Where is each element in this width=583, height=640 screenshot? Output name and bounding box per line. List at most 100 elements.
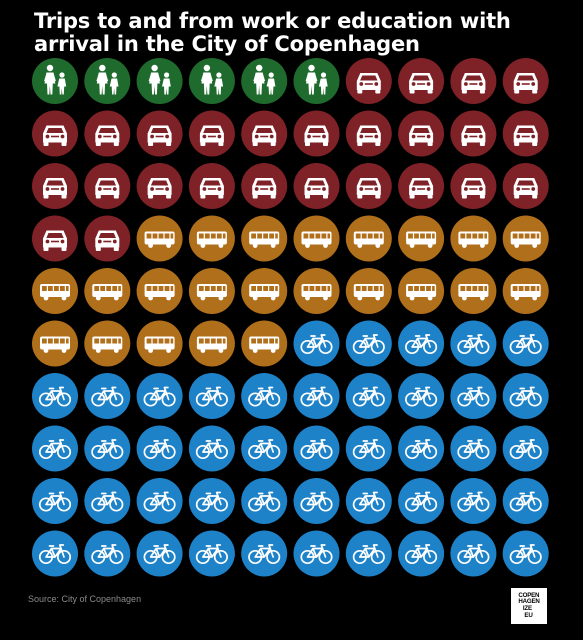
icon-bus-34 bbox=[188, 215, 235, 262]
icon-bike-89 bbox=[450, 478, 497, 524]
icon-bike-99 bbox=[450, 530, 497, 577]
icon-car-20 bbox=[502, 110, 549, 157]
icon-bike-60 bbox=[502, 320, 549, 367]
icon-bike-81 bbox=[32, 478, 78, 524]
icon-bike-90 bbox=[502, 478, 549, 524]
icon-car-11 bbox=[32, 110, 78, 157]
icon-walk-4 bbox=[188, 58, 235, 104]
icon-car-29 bbox=[450, 163, 497, 209]
icon-bike-58 bbox=[398, 320, 445, 367]
icon-bike-95 bbox=[241, 530, 288, 577]
icon-bus-50 bbox=[502, 268, 549, 314]
icon-bike-97 bbox=[345, 530, 392, 577]
icon-walk-2 bbox=[84, 58, 131, 104]
icon-car-24 bbox=[188, 163, 235, 209]
icon-car-21 bbox=[32, 163, 78, 209]
source-note: Source: City of Copenhagen bbox=[28, 594, 142, 604]
icon-bus-53 bbox=[136, 320, 183, 367]
icon-bus-46 bbox=[293, 268, 340, 314]
icon-bike-66 bbox=[293, 373, 340, 419]
icon-bike-73 bbox=[136, 425, 183, 472]
icon-bus-39 bbox=[450, 215, 497, 262]
copenhagenize-logo: COPEN HAGEN IZE EU bbox=[511, 588, 547, 624]
icon-bike-64 bbox=[188, 373, 235, 419]
icon-bus-35 bbox=[241, 215, 288, 262]
chart-title: Trips to and from work or education with… bbox=[34, 9, 511, 56]
icon-car-30 bbox=[502, 163, 549, 209]
icon-bike-79 bbox=[450, 425, 497, 472]
icon-car-32 bbox=[84, 215, 131, 262]
icon-walk-6 bbox=[293, 58, 340, 104]
icon-bike-57 bbox=[345, 320, 392, 367]
icon-car-26 bbox=[293, 163, 340, 209]
icon-bike-91 bbox=[32, 530, 78, 577]
icon-car-23 bbox=[136, 163, 183, 209]
icon-bus-33 bbox=[136, 215, 183, 262]
icon-bike-56 bbox=[293, 320, 340, 367]
icon-car-14 bbox=[188, 110, 235, 157]
icon-bus-55 bbox=[241, 320, 288, 367]
icon-bike-87 bbox=[345, 478, 392, 524]
icon-bus-44 bbox=[188, 268, 235, 314]
icon-bike-84 bbox=[188, 478, 235, 524]
icon-bike-98 bbox=[398, 530, 445, 577]
icon-car-16 bbox=[293, 110, 340, 157]
icon-bike-71 bbox=[32, 425, 78, 472]
icon-bike-92 bbox=[84, 530, 131, 577]
icon-bike-86 bbox=[293, 478, 340, 524]
icon-bike-96 bbox=[293, 530, 340, 577]
icon-car-13 bbox=[136, 110, 183, 157]
icon-walk-5 bbox=[241, 58, 288, 104]
icon-bike-93 bbox=[136, 530, 183, 577]
icon-bike-63 bbox=[136, 373, 183, 419]
icon-bike-77 bbox=[345, 425, 392, 472]
icon-car-28 bbox=[398, 163, 445, 209]
icon-bike-100 bbox=[502, 530, 549, 577]
icon-car-15 bbox=[241, 110, 288, 157]
icon-bus-43 bbox=[136, 268, 183, 314]
icon-car-17 bbox=[345, 110, 392, 157]
icon-bus-36 bbox=[293, 215, 340, 262]
icon-bike-88 bbox=[398, 478, 445, 524]
icon-car-12 bbox=[84, 110, 131, 157]
icon-car-19 bbox=[450, 110, 497, 157]
icon-bus-48 bbox=[398, 268, 445, 314]
icon-bus-42 bbox=[84, 268, 131, 314]
icon-bus-51 bbox=[32, 320, 78, 367]
icon-bike-72 bbox=[84, 425, 131, 472]
icon-bus-49 bbox=[450, 268, 497, 314]
icon-bike-61 bbox=[32, 373, 78, 419]
icon-bike-62 bbox=[84, 373, 131, 419]
icon-bike-75 bbox=[241, 425, 288, 472]
icon-bike-76 bbox=[293, 425, 340, 472]
icon-bike-82 bbox=[84, 478, 131, 524]
icon-bike-80 bbox=[502, 425, 549, 472]
icon-car-9 bbox=[450, 58, 497, 104]
icon-car-22 bbox=[84, 163, 131, 209]
icon-bike-83 bbox=[136, 478, 183, 524]
icon-car-7 bbox=[345, 58, 392, 104]
icon-bus-40 bbox=[502, 215, 549, 262]
icon-bike-69 bbox=[450, 373, 497, 419]
icon-car-8 bbox=[398, 58, 445, 104]
icon-car-25 bbox=[241, 163, 288, 209]
icon-bike-85 bbox=[241, 478, 288, 524]
icon-bus-38 bbox=[398, 215, 445, 262]
icon-bus-45 bbox=[241, 268, 288, 314]
icon-bus-41 bbox=[32, 268, 78, 314]
icon-bike-68 bbox=[398, 373, 445, 419]
icon-walk-1 bbox=[32, 58, 78, 104]
icon-bus-54 bbox=[188, 320, 235, 367]
icon-car-31 bbox=[32, 215, 78, 262]
icon-bike-74 bbox=[188, 425, 235, 472]
icon-walk-3 bbox=[136, 58, 183, 104]
icon-car-10 bbox=[502, 58, 549, 104]
icon-bus-47 bbox=[345, 268, 392, 314]
icon-car-27 bbox=[345, 163, 392, 209]
icon-bike-70 bbox=[502, 373, 549, 419]
icon-bike-59 bbox=[450, 320, 497, 367]
icon-bike-78 bbox=[398, 425, 445, 472]
icon-bike-94 bbox=[188, 530, 235, 577]
icon-bus-52 bbox=[84, 320, 131, 367]
